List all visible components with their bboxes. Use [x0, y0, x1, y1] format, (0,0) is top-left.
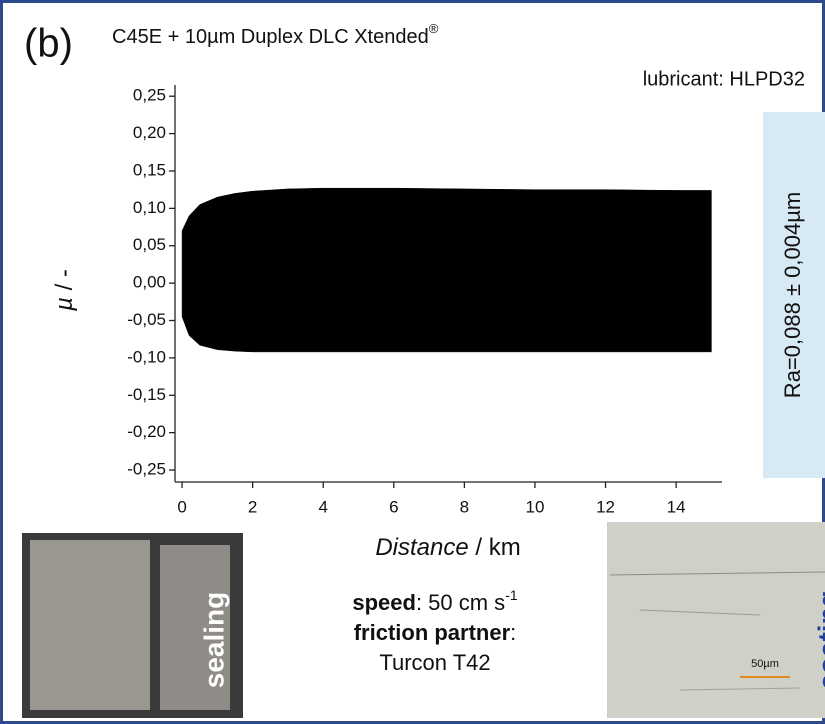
y-tick-label: 0,25	[133, 86, 166, 105]
annotation: lubricant: HLPD32	[643, 68, 805, 90]
y-tick-label: 0,15	[133, 160, 166, 179]
photo-label: sealing	[198, 592, 229, 688]
photo-right: 50µm coating	[607, 522, 825, 718]
scale-bar-label: 50µm	[751, 658, 779, 670]
x-axis-label: Distance / km	[375, 534, 520, 561]
y-tick-label: 0,20	[133, 123, 166, 142]
y-tick-label: 0,05	[133, 235, 166, 254]
photo-label: coating	[812, 590, 825, 690]
friction-partner: friction partner:	[354, 620, 517, 645]
partner-value: Turcon T42	[379, 650, 490, 675]
y-tick-label: 0,00	[133, 273, 166, 292]
x-tick-label: 2	[248, 497, 257, 516]
x-tick-label: 6	[389, 497, 398, 516]
y-tick-label: -0,10	[127, 347, 166, 366]
x-tick-label: 14	[667, 497, 686, 516]
x-tick-label: 12	[596, 497, 615, 516]
y-tick-label: -0,15	[127, 385, 166, 404]
panel-label: (b)	[24, 22, 73, 66]
x-tick-label: 0	[177, 497, 186, 516]
x-tick-label: 4	[318, 497, 327, 516]
y-tick-label: 0,10	[133, 198, 166, 217]
y-axis-label: µ / -	[51, 269, 78, 312]
x-tick-label: 8	[460, 497, 469, 516]
chart-title: C45E + 10µm Duplex DLC Xtended®	[112, 21, 439, 48]
x-tick-label: 10	[526, 497, 545, 516]
y-tick-label: -0,25	[127, 460, 166, 479]
roughness: Ra=0,088 ± 0,004µm	[780, 192, 805, 398]
friction-area	[181, 282, 712, 353]
y-tick-label: -0,20	[127, 422, 166, 441]
photo-left: sealing	[22, 533, 243, 718]
speed: speed: 50 cm s-1	[352, 587, 518, 615]
y-tick-label: -0,05	[127, 310, 166, 329]
friction-area	[181, 187, 712, 284]
info-box	[763, 112, 825, 478]
